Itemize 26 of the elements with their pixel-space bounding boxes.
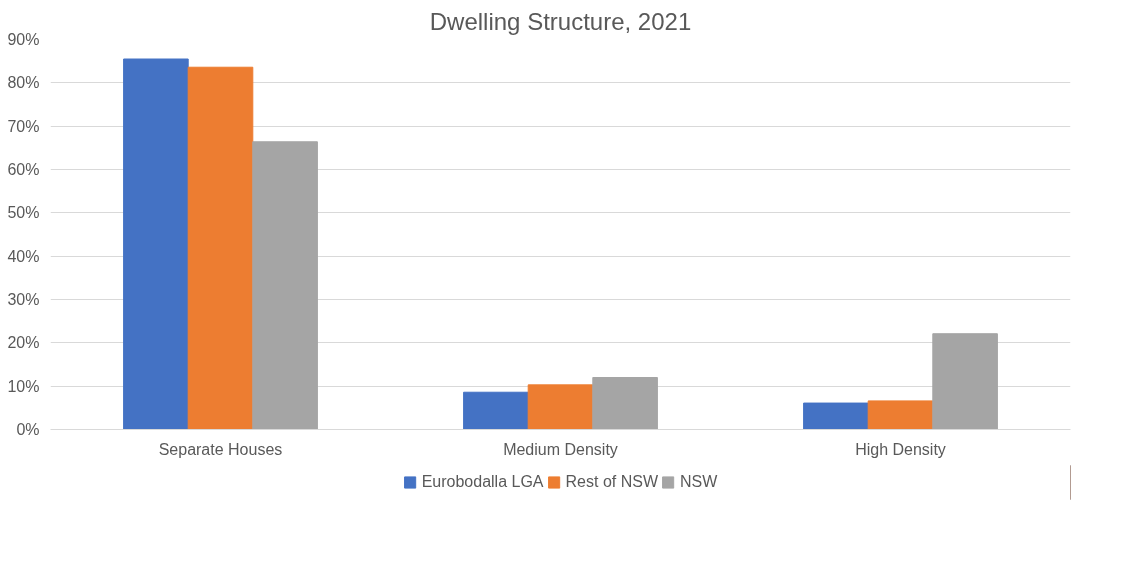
legend-label: NSW	[680, 473, 718, 491]
y-tick-label: 10%	[7, 377, 40, 395]
y-tick-label: 50%	[7, 204, 40, 222]
bar	[252, 141, 318, 430]
bar	[932, 333, 998, 430]
legend-label: Eurobodalla LGA	[421, 473, 544, 491]
y-tick-label: 30%	[7, 291, 40, 308]
y-tick-label: 0%	[16, 421, 40, 438]
chart-title: Dwelling Structure, 2021	[429, 7, 692, 35]
y-tick-label: 90%	[7, 31, 40, 48]
legend-label: Rest of NSW	[565, 473, 658, 491]
x-tick-label: Medium Density	[503, 440, 618, 458]
bar	[123, 58, 189, 430]
bar	[187, 66, 254, 430]
y-tick-label: 60%	[7, 161, 40, 178]
bar	[527, 384, 594, 430]
bar	[867, 400, 934, 430]
bar	[803, 402, 869, 430]
y-tick-label: 40%	[7, 247, 40, 265]
x-tick-label: Separate Houses	[158, 440, 283, 458]
x-tick-label: High Density	[855, 440, 946, 458]
bar	[592, 377, 658, 430]
y-tick-label: 20%	[7, 334, 40, 352]
y-tick-label: 80%	[7, 74, 40, 92]
y-tick-label: 70%	[7, 117, 40, 135]
bar	[463, 391, 529, 430]
